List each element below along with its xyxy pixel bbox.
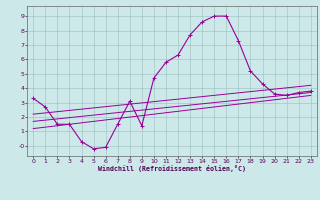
X-axis label: Windchill (Refroidissement éolien,°C): Windchill (Refroidissement éolien,°C) <box>98 165 246 172</box>
